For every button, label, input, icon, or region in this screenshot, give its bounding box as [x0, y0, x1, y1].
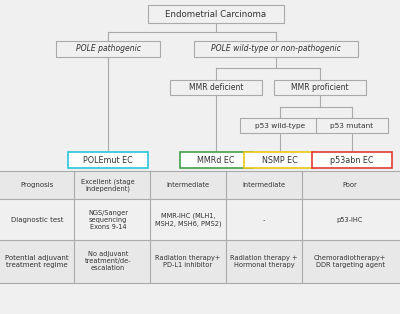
Text: MMR-IHC (MLH1,
MSH2, MSH6, PMS2): MMR-IHC (MLH1, MSH2, MSH6, PMS2)	[155, 213, 221, 227]
Bar	[0, 171, 400, 199]
FancyBboxPatch shape	[148, 5, 284, 23]
Text: Poor: Poor	[343, 182, 357, 188]
FancyBboxPatch shape	[56, 41, 160, 57]
Bar	[0, 240, 400, 283]
Text: POLE pathogenic: POLE pathogenic	[76, 44, 140, 53]
Text: Intermediate: Intermediate	[166, 182, 210, 188]
Text: NGS/Sanger
sequencing
Exons 9-14: NGS/Sanger sequencing Exons 9-14	[88, 210, 128, 230]
FancyBboxPatch shape	[180, 152, 252, 168]
FancyBboxPatch shape	[68, 152, 148, 168]
FancyBboxPatch shape	[274, 80, 366, 95]
Text: No adjuvant
treatment/de-
escalation: No adjuvant treatment/de- escalation	[85, 251, 131, 271]
Text: POLEmut EC: POLEmut EC	[83, 156, 133, 165]
Text: MMR deficient: MMR deficient	[189, 84, 243, 92]
Text: MMRd EC: MMRd EC	[197, 156, 235, 165]
Text: POLE wild-type or non-pathogenic: POLE wild-type or non-pathogenic	[211, 44, 341, 53]
Text: Intermediate: Intermediate	[242, 182, 286, 188]
Text: Potential adjuvant
treatment regime: Potential adjuvant treatment regime	[5, 255, 69, 268]
Text: MMR proficient: MMR proficient	[291, 84, 349, 92]
FancyBboxPatch shape	[316, 118, 388, 133]
Text: p53-IHC: p53-IHC	[337, 217, 363, 223]
Text: Radiation therapy +
Hormonal therapy: Radiation therapy + Hormonal therapy	[230, 255, 298, 268]
Bar	[0, 199, 400, 240]
Text: p53abn EC: p53abn EC	[330, 156, 374, 165]
Text: -: -	[263, 217, 265, 223]
Text: p53 mutant: p53 mutant	[330, 122, 374, 129]
Text: Diagnostic test: Diagnostic test	[11, 217, 64, 223]
Text: p53 wild-type: p53 wild-type	[255, 122, 305, 129]
FancyBboxPatch shape	[312, 152, 392, 168]
Text: Chemoradiotherapy+
DDR targeting agent: Chemoradiotherapy+ DDR targeting agent	[314, 255, 386, 268]
Text: Prognosis: Prognosis	[20, 182, 54, 188]
FancyBboxPatch shape	[240, 118, 320, 133]
FancyBboxPatch shape	[194, 41, 358, 57]
Text: Radiation therapy+
PD-L1 inhibitor: Radiation therapy+ PD-L1 inhibitor	[155, 255, 221, 268]
Text: Endometrial Carcinoma: Endometrial Carcinoma	[166, 10, 266, 19]
Text: Excellent (stage
independent): Excellent (stage independent)	[81, 178, 135, 192]
FancyBboxPatch shape	[170, 80, 262, 95]
FancyBboxPatch shape	[244, 152, 316, 168]
Text: NSMP EC: NSMP EC	[262, 156, 298, 165]
